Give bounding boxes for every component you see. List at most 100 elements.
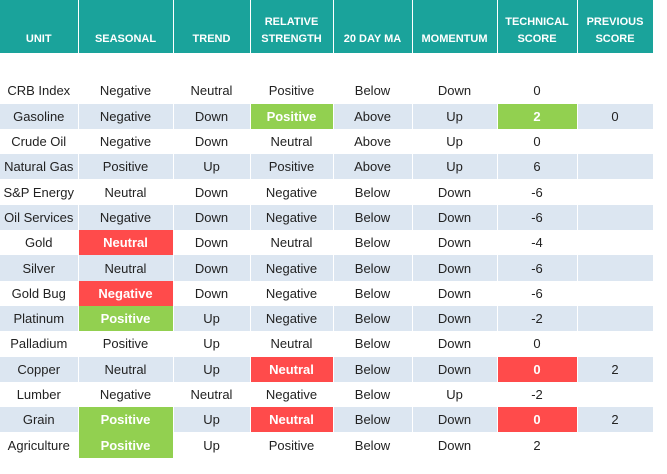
table-cell: Neutral <box>173 78 251 104</box>
table-cell: -6 <box>497 204 578 231</box>
table-row: Copper Neutral Up Neutral Below Down 0 2 <box>0 356 654 382</box>
table-cell: Below <box>333 280 413 306</box>
table-row: Agriculture Positive Up Positive Below Down 2 <box>0 432 654 458</box>
table-row: CRB Index Negative Neutral Positive Below Dow… <box>0 78 654 104</box>
table-cell <box>577 230 654 256</box>
table-cell: 0 <box>497 356 578 382</box>
table-cell: Down <box>412 179 498 205</box>
unit-cell: Gold <box>0 230 79 256</box>
unit-cell: Gasoline <box>0 103 79 129</box>
table-cell: Neutral <box>78 255 174 281</box>
spacer-cell <box>78 53 174 79</box>
column-header: TECHNICAL SCORE <box>497 0 578 53</box>
table-cell: Neutral <box>173 381 251 408</box>
table-cell: Neutral <box>250 230 334 256</box>
table-cell: Positive <box>250 103 334 129</box>
table-cell <box>577 280 654 306</box>
table-cell: Negative <box>250 280 334 306</box>
table-cell: 6 <box>497 154 578 180</box>
table-row: Crude Oil Negative Down Neutral Above Up 0 <box>0 128 654 155</box>
table-cell: 2 <box>497 103 578 129</box>
unit-cell: Crude Oil <box>0 128 79 155</box>
table-cell: Below <box>333 305 413 332</box>
table-cell: Below <box>333 230 413 256</box>
table-cell: Up <box>173 432 251 458</box>
table-cell: Neutral <box>78 179 174 205</box>
table-row: Platinum Positive Up Negative Below Down -2 <box>0 305 654 332</box>
table-cell <box>577 381 654 408</box>
unit-cell: Oil Services <box>0 204 79 231</box>
unit-cell: Agriculture <box>0 432 79 458</box>
table-cell: 0 <box>497 331 578 357</box>
header-row: UNIT SEASONAL TREND RELATIVE STRENGTH 20 DAY… <box>0 0 654 53</box>
table-cell: 2 <box>577 407 654 433</box>
unit-cell: Platinum <box>0 305 79 332</box>
table-cell: Positive <box>250 154 334 180</box>
table-row: S&P Energy Neutral Down Negative Below Down -6 <box>0 179 654 205</box>
table-cell: Positive <box>78 154 174 180</box>
table-cell: Positive <box>78 305 174 332</box>
table-cell: Down <box>173 280 251 306</box>
table-cell: Negative <box>78 280 174 306</box>
table-cell: Up <box>173 356 251 382</box>
table-cell <box>577 331 654 357</box>
table-cell: Positive <box>250 432 334 458</box>
table-cell: Down <box>173 255 251 281</box>
spacer-row <box>0 53 654 79</box>
spacer-cell <box>497 53 578 79</box>
table-cell: 0 <box>577 103 654 129</box>
column-header: MOMENTUM <box>412 0 498 53</box>
table-row: Palladium Positive Up Neutral Below Down 0 <box>0 331 654 357</box>
table-cell: 2 <box>497 432 578 458</box>
table-cell: Negative <box>78 204 174 231</box>
table-cell: Down <box>412 230 498 256</box>
table-row: Grain Positive Up Neutral Below Down 0 2 <box>0 407 654 433</box>
table-cell: Down <box>173 230 251 256</box>
table-cell: Negative <box>250 179 334 205</box>
table-cell: Below <box>333 179 413 205</box>
table-cell: Negative <box>78 78 174 104</box>
table-cell: 2 <box>577 356 654 382</box>
column-header: 20 DAY MA <box>333 0 413 53</box>
table-cell: Down <box>412 305 498 332</box>
table-cell: Negative <box>250 255 334 281</box>
table-cell: Down <box>412 78 498 104</box>
table-cell: Below <box>333 255 413 281</box>
table-cell <box>577 255 654 281</box>
unit-cell: Silver <box>0 255 79 281</box>
unit-cell: Lumber <box>0 381 79 408</box>
table-cell: Down <box>412 432 498 458</box>
table-cell: Positive <box>78 432 174 458</box>
table-cell <box>577 128 654 155</box>
unit-cell: Palladium <box>0 331 79 357</box>
spacer-cell <box>333 53 413 79</box>
table-row: Gasoline Negative Down Positive Above Up 2 0 <box>0 103 654 129</box>
table-cell: Negative <box>250 204 334 231</box>
table-cell: Down <box>412 407 498 433</box>
spacer-cell <box>412 53 498 79</box>
table-row: Natural Gas Positive Up Positive Above Up 6 <box>0 154 654 180</box>
table-cell: -6 <box>497 179 578 205</box>
table-row: Gold Bug Negative Down Negative Below Down -6 <box>0 280 654 306</box>
table-cell: Down <box>173 128 251 155</box>
table-cell <box>577 432 654 458</box>
table-cell: Below <box>333 331 413 357</box>
table-cell: Negative <box>78 128 174 155</box>
table-cell: Above <box>333 154 413 180</box>
table-cell: Below <box>333 432 413 458</box>
table-cell: Up <box>173 305 251 332</box>
table-cell: Down <box>412 280 498 306</box>
table-cell: -6 <box>497 280 578 306</box>
table-cell: 0 <box>497 128 578 155</box>
unit-cell: Natural Gas <box>0 154 79 180</box>
table-cell: Down <box>412 356 498 382</box>
table-cell: Down <box>173 179 251 205</box>
table-body: CRB Index Negative Neutral Positive Below Dow… <box>0 53 654 458</box>
column-header: TREND <box>173 0 251 53</box>
table-cell: Down <box>173 204 251 231</box>
table-cell: Above <box>333 128 413 155</box>
table-cell: -2 <box>497 305 578 332</box>
spacer-cell <box>0 53 79 79</box>
table-row: Gold Neutral Down Neutral Below Down -4 <box>0 230 654 256</box>
